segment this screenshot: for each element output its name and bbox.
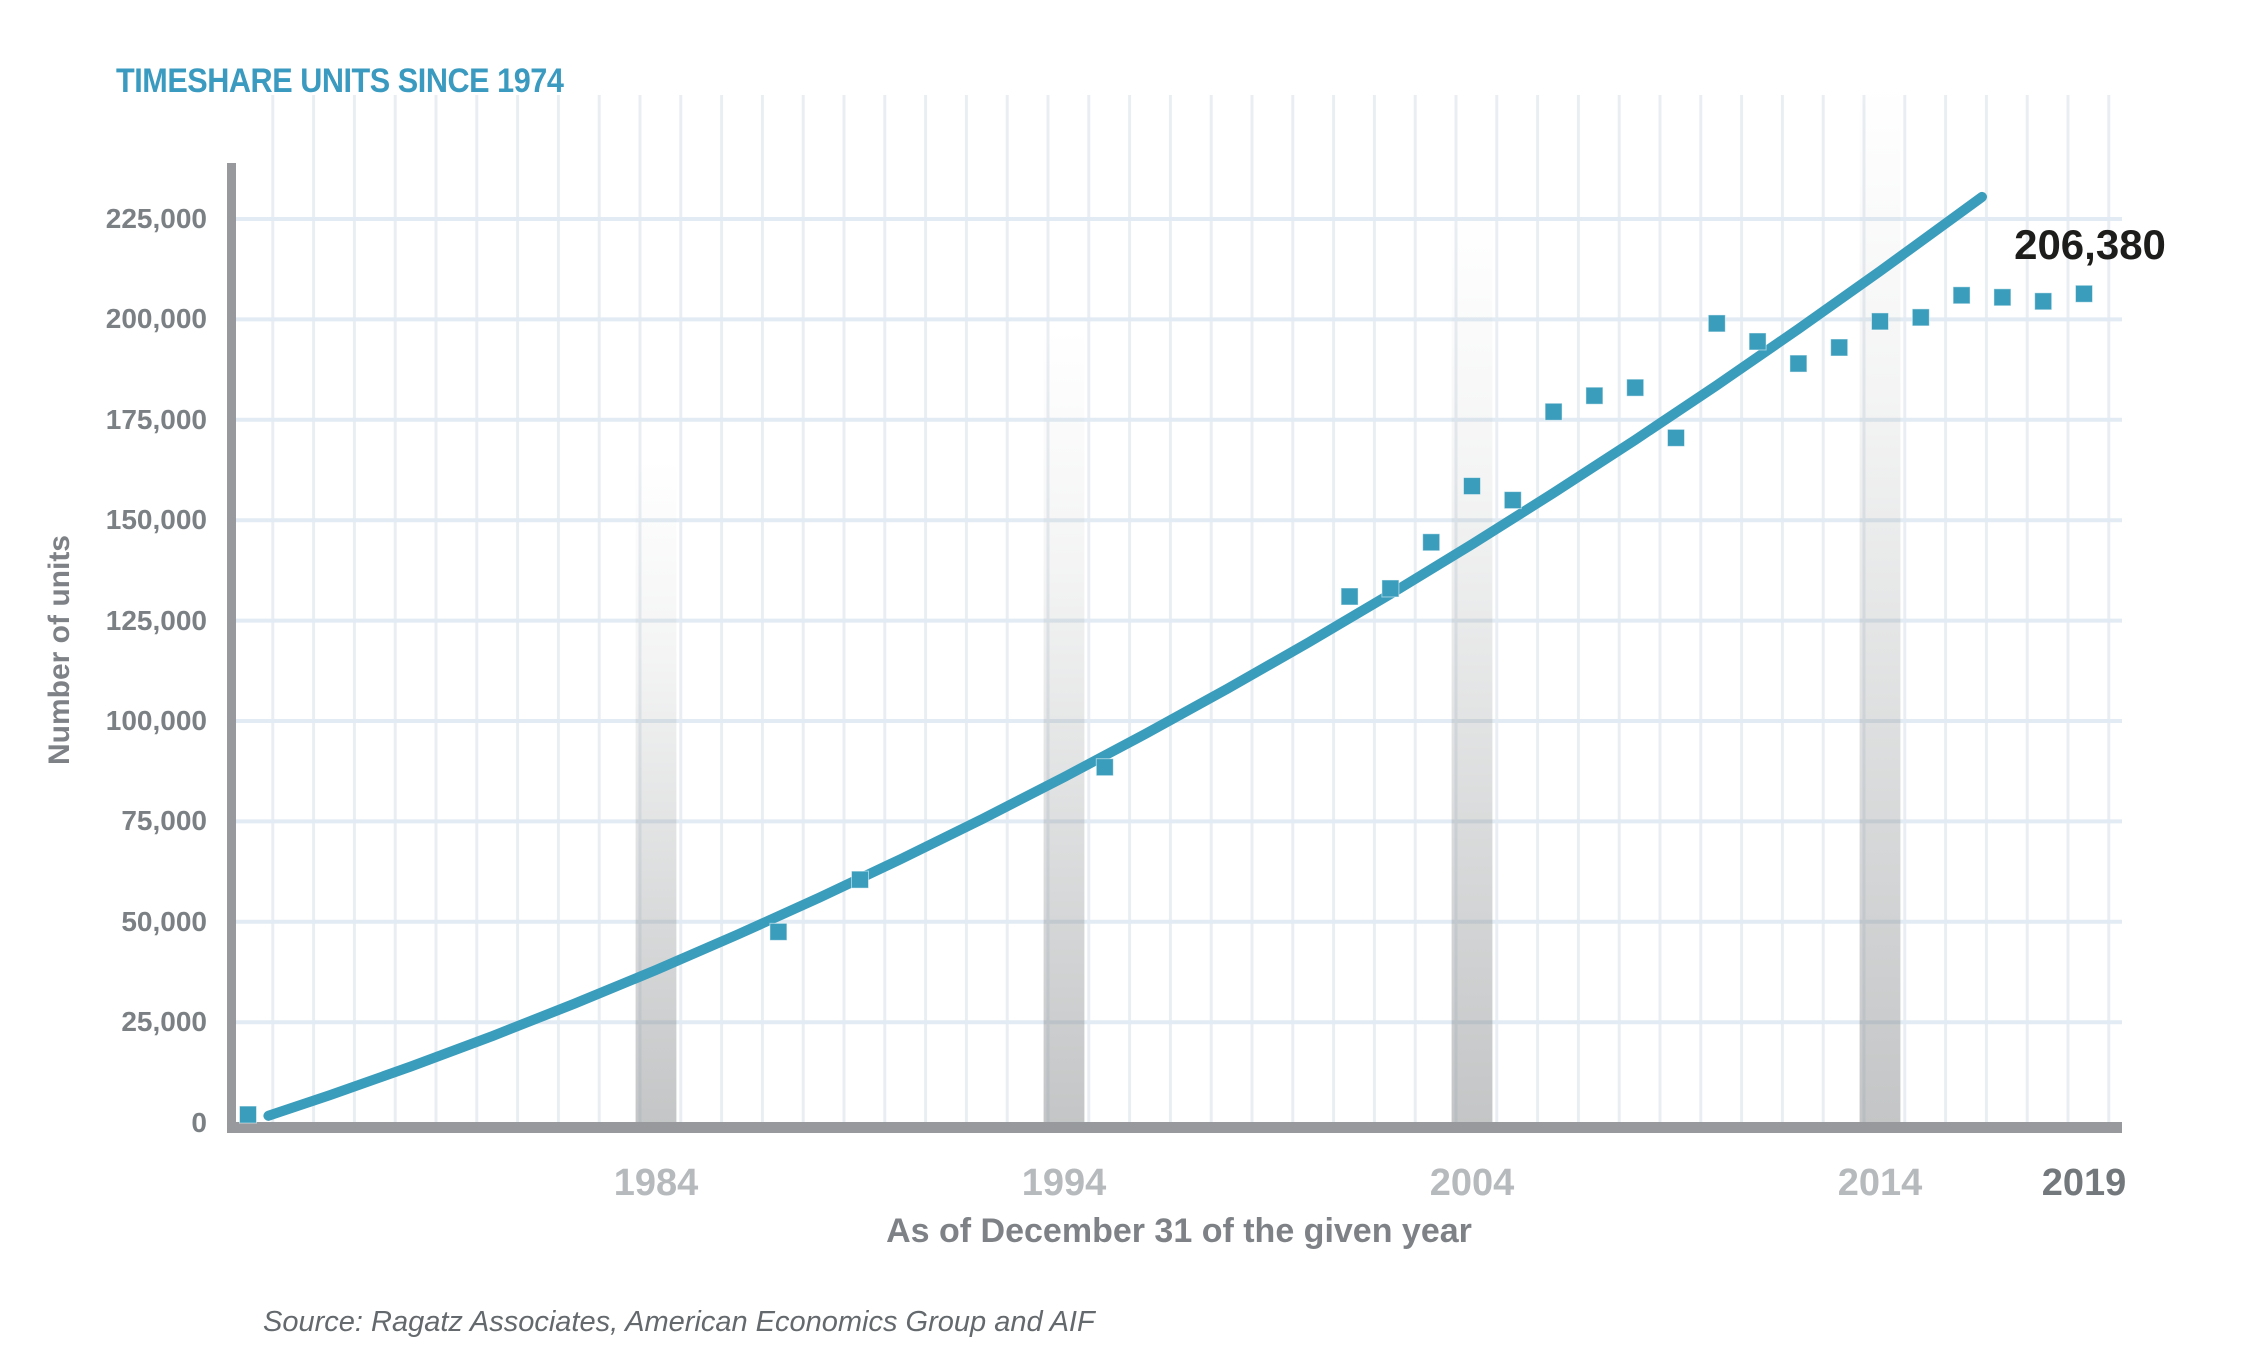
data-point-1987 [769,922,788,941]
value-annotation: 206,380 [2014,221,2166,268]
data-point-1995 [1095,758,1114,777]
data-point-2016 [1952,286,1971,305]
chart-title: TIMESHARE UNITS SINCE 1974 [116,62,564,100]
y-tick-label-200000: 200,000 [105,303,207,335]
data-point-2003 [1422,533,1441,552]
y-tick-label-175000: 175,000 [105,403,207,435]
data-point-2012 [1789,354,1808,373]
x-tick-label-2019: 2019 [2041,1162,2127,1204]
y-tick-label-75000: 75,000 [121,805,207,837]
data-point-2001 [1340,587,1359,606]
decade-highlight-bar-2014 [1859,85,1901,1123]
source-note: Source: Ragatz Associates, American Econ… [263,1306,1095,1338]
y-tick-label-150000: 150,000 [105,504,207,536]
decade-highlight-bar-1994 [1043,330,1085,1123]
y-tick-label-25000: 25,000 [121,1006,207,1038]
data-point-1989 [851,870,869,889]
data-point-2008 [1626,378,1645,397]
y-tick-label-0: 0 [191,1106,207,1138]
x-tick-label-2014: 2014 [1837,1162,1923,1204]
data-point-2006 [1544,402,1563,421]
x-tick-label-1994: 1994 [1021,1162,1107,1204]
decade-highlight-bar-2004 [1451,210,1493,1123]
data-point-2013 [1830,338,1849,357]
data-point-2009 [1667,428,1685,447]
data-point-1974 [239,1105,257,1124]
data-point-2010 [1707,314,1726,333]
y-tick-label-100000: 100,000 [105,704,207,736]
x-axis-title: As of December 31 of the given year [886,1212,1472,1250]
trend-line [263,191,1987,1121]
y-tick-label-225000: 225,000 [105,202,207,234]
x-tick-label-2004: 2004 [1429,1162,1515,1204]
data-point-2017 [1993,288,2012,307]
data-point-2011 [1748,332,1767,351]
y-tick-label-50000: 50,000 [121,905,207,937]
data-point-2005 [1503,491,1522,510]
data-point-2019 [2075,284,2093,303]
decade-highlight-bar-1984 [635,460,677,1123]
y-axis-line [227,163,236,1133]
data-point-2007 [1585,386,1604,405]
x-tick-label-1984: 1984 [613,1162,699,1204]
data-point-2018 [2034,292,2053,311]
data-point-2015 [1911,308,1930,327]
x-axis-line [227,1122,2122,1133]
y-tick-label-125000: 125,000 [105,604,207,636]
data-point-2004 [1463,477,1481,496]
data-point-2014 [1871,312,1889,331]
data-point-2002 [1381,579,1400,598]
